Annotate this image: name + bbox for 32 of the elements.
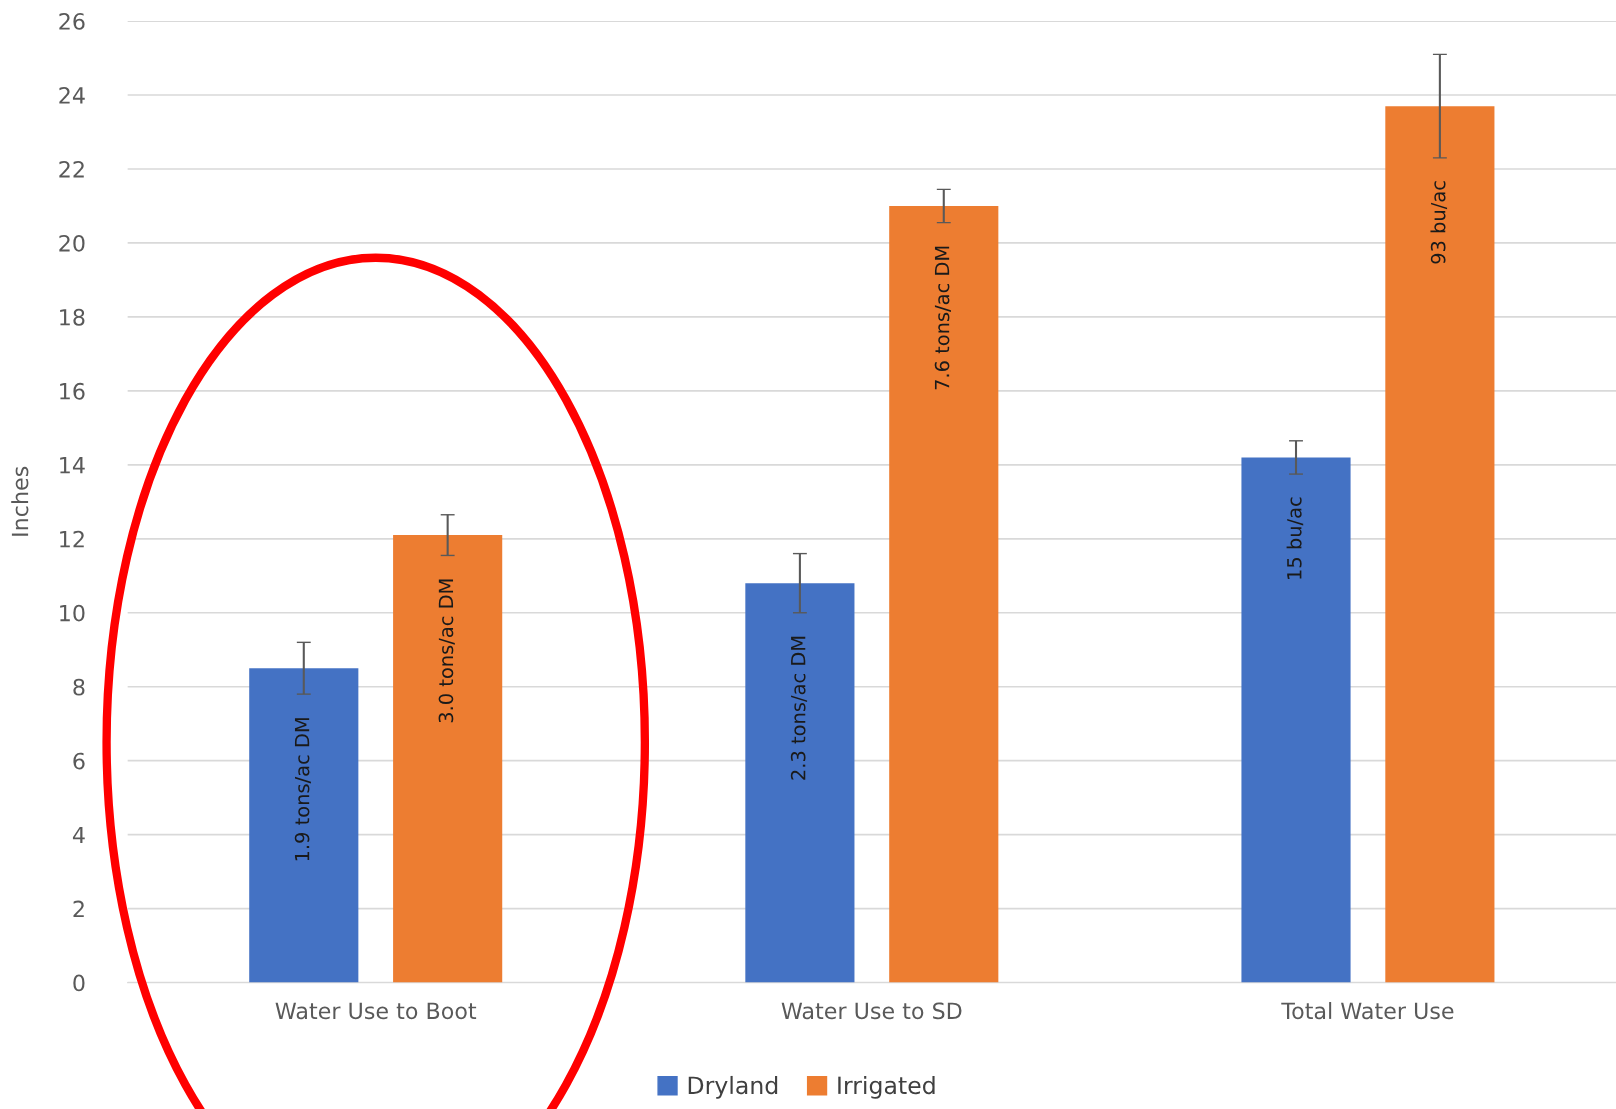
annotation: 1.9 tons/ac DM [294, 718, 311, 861]
bar [1241, 457, 1351, 983]
y-tick-label: 16 [60, 382, 85, 400]
annotation: 2.3 tons/ac DM [790, 636, 808, 780]
bar [1385, 106, 1495, 983]
annotation: 7.6 tons/ac DM [934, 246, 951, 390]
x-tick-label: Total Water Use [1281, 1002, 1454, 1020]
y-tick-label: 4 [72, 826, 85, 844]
y-tick-label: 0 [73, 974, 85, 992]
legend-label: Irrigated [838, 1075, 935, 1099]
bar [745, 583, 855, 983]
y-tick-label: 2 [73, 900, 84, 918]
y-tick-label: 24 [59, 86, 85, 104]
annotation: 93 bu/ac [1430, 181, 1448, 264]
x-tick-label: Water Use to SD [781, 1002, 962, 1020]
legend-label: Dryland [688, 1075, 778, 1099]
y-tick-label: 20 [59, 234, 85, 252]
bar [393, 535, 503, 983]
bar [889, 205, 999, 983]
annotation: 3.0 tons/ac DM [438, 579, 455, 723]
y-axis-title: Inches [11, 466, 29, 536]
annotation: 15 bu/ac [1286, 497, 1304, 579]
y-tick-label: 26 [59, 13, 85, 30]
y-tick-label: 6 [73, 752, 85, 770]
x-tick-label: Water Use to Boot [275, 1002, 477, 1020]
y-tick-label: 14 [60, 457, 85, 474]
y-tick-label: 8 [73, 678, 85, 696]
y-tick-label: 22 [59, 160, 84, 178]
y-tick-label: 18 [60, 308, 85, 326]
y-tick-label: 10 [60, 604, 85, 622]
bar [249, 668, 359, 983]
y-tick-label: 12 [60, 530, 84, 548]
